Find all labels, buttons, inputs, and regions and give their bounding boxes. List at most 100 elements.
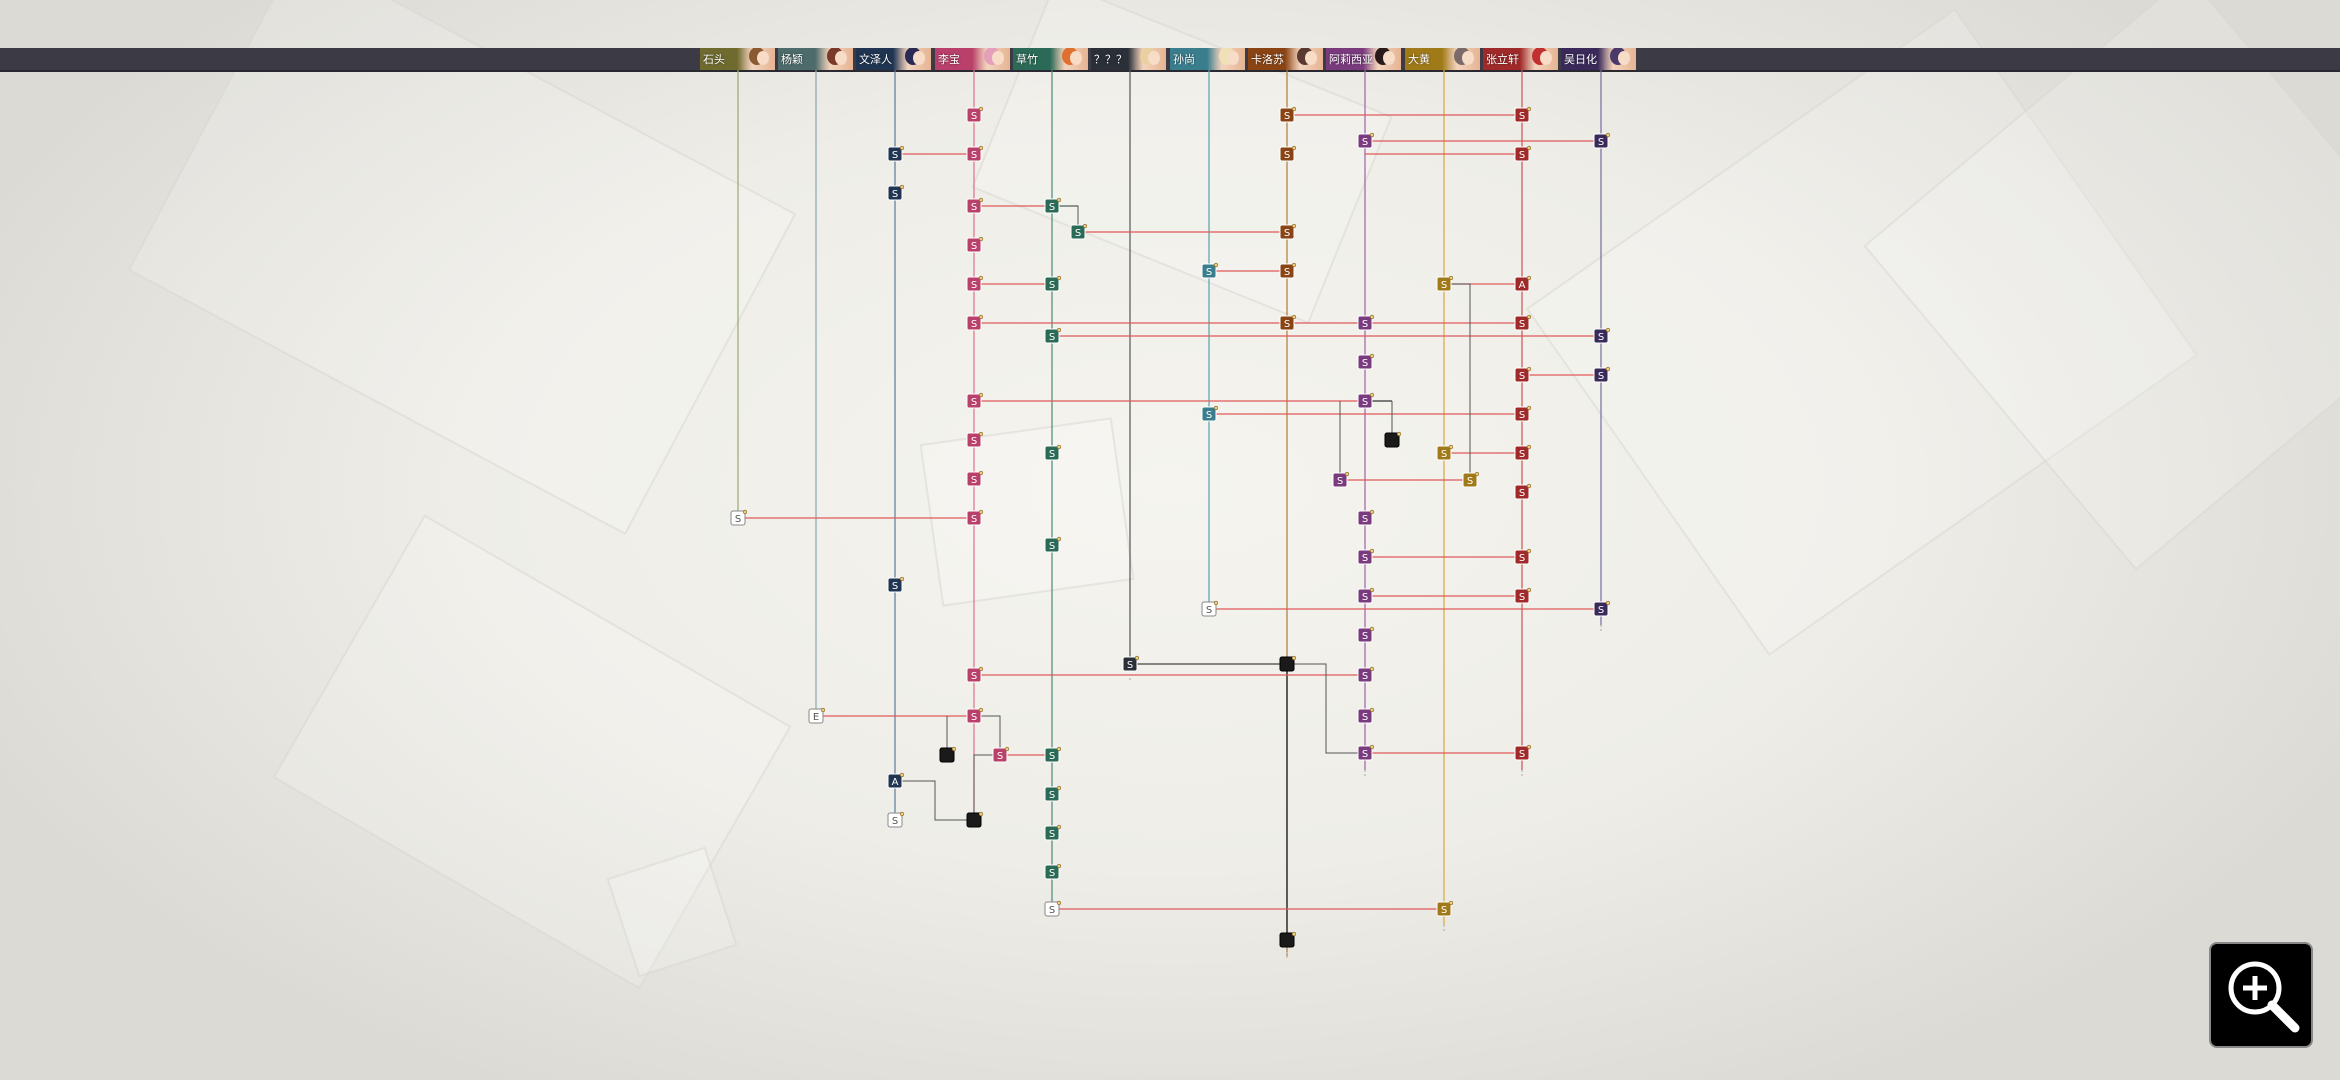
node-label: S: [1206, 410, 1212, 421]
node-label: S: [971, 241, 977, 252]
character-tab-6[interactable]: ？？？: [1091, 48, 1166, 70]
story-node: [1279, 932, 1295, 948]
story-node: [1044, 537, 1060, 553]
node-marker: [1213, 405, 1219, 411]
story-node: [966, 432, 982, 448]
story-node: [966, 107, 982, 123]
node-marker: [1369, 353, 1375, 359]
character-name: 李宝: [938, 53, 960, 66]
node-marker: [1369, 587, 1375, 593]
story-node: [1514, 146, 1530, 162]
node-marker: [978, 197, 984, 203]
node-marker: [978, 106, 984, 112]
node-label: S: [1049, 829, 1055, 840]
node-label: S: [1519, 553, 1525, 564]
zoom-in-icon: [2228, 961, 2300, 1033]
node-label: S: [997, 751, 1003, 762]
node-label: S: [971, 475, 977, 486]
node-marker: [1291, 145, 1297, 151]
story-node: [1357, 510, 1373, 526]
node-label: S: [971, 280, 977, 291]
node-marker: [1526, 405, 1532, 411]
node-marker: [820, 707, 826, 713]
story-node: [1593, 133, 1609, 149]
node-label: S: [1362, 397, 1368, 408]
node-label: S: [1519, 592, 1525, 603]
character-tab-1[interactable]: 石头: [700, 48, 775, 70]
node-marker: [978, 431, 984, 437]
node-label: S: [1075, 228, 1081, 239]
character-tab-3[interactable]: 文泽人: [856, 48, 931, 70]
character-portrait: [972, 48, 1010, 70]
node-marker: [1526, 587, 1532, 593]
node-marker: [978, 236, 984, 242]
node-label: S: [1049, 790, 1055, 801]
node-label: S: [1598, 371, 1604, 382]
character-tab-5[interactable]: 草竹: [1013, 48, 1088, 70]
story-node: [1384, 432, 1400, 448]
character-tab-8[interactable]: 卡洛苏: [1248, 48, 1323, 70]
story-node: [887, 185, 903, 201]
node-label: A: [892, 777, 899, 788]
story-node: [1279, 315, 1295, 331]
node-marker: [1526, 106, 1532, 112]
character-tab-10[interactable]: 大黄: [1405, 48, 1480, 70]
node-marker: [1056, 197, 1062, 203]
story-node: [1201, 406, 1217, 422]
node-marker: [978, 509, 984, 515]
node-marker: [1369, 744, 1375, 750]
story-node: [887, 812, 903, 828]
node-label: S: [1362, 319, 1368, 330]
character-tab-4[interactable]: 李宝: [935, 48, 1010, 70]
node-marker: [1004, 746, 1010, 752]
node-marker: [1474, 471, 1480, 477]
node-marker: [1526, 744, 1532, 750]
story-node: [966, 198, 982, 214]
character-tab-7[interactable]: 孙尚: [1170, 48, 1245, 70]
story-node: [966, 471, 982, 487]
node-marker: [1213, 262, 1219, 268]
node-label: S: [1284, 111, 1290, 122]
story-link: [973, 754, 1000, 820]
story-node: [1514, 276, 1530, 292]
node-label: S: [1284, 228, 1290, 239]
node-label: S: [1441, 449, 1447, 460]
node-label: S: [1519, 749, 1525, 760]
node-label: E: [813, 712, 819, 723]
node-marker: [1056, 275, 1062, 281]
node-marker: [1526, 366, 1532, 372]
story-node: [1436, 276, 1452, 292]
node-label: S: [1127, 660, 1133, 671]
node-marker: [1526, 548, 1532, 554]
character-tab-11[interactable]: 张立轩: [1483, 48, 1558, 70]
node-label: S: [1519, 150, 1525, 161]
story-node: [1357, 745, 1373, 761]
story-node: [1044, 445, 1060, 461]
node-marker: [1291, 931, 1297, 937]
character-tab-9[interactable]: 阿莉西亚: [1326, 48, 1401, 70]
story-node: [1070, 224, 1086, 240]
node-marker: [1056, 785, 1062, 791]
node-marker: [1291, 262, 1297, 268]
node-marker: [1369, 314, 1375, 320]
node-marker: [978, 392, 984, 398]
story-node: [966, 276, 982, 292]
character-name: 文泽人: [859, 53, 892, 66]
node-label: S: [971, 436, 977, 447]
story-node: [1436, 445, 1452, 461]
node-marker: [1369, 548, 1375, 554]
story-node: [1044, 747, 1060, 763]
story-node: [1436, 901, 1452, 917]
node-marker: [978, 275, 984, 281]
node-label: S: [1467, 476, 1473, 487]
character-tab-12[interactable]: 吴日化: [1561, 48, 1636, 70]
character-tab-2[interactable]: 杨颖: [778, 48, 853, 70]
node-marker: [978, 707, 984, 713]
story-node: [1201, 263, 1217, 279]
story-node: [1357, 667, 1373, 683]
character-name: ？？？: [1094, 53, 1127, 66]
node-label: S: [1206, 267, 1212, 278]
node-label: S: [971, 514, 977, 525]
zoom-in-button[interactable]: [2209, 942, 2313, 1048]
node-marker: [1291, 314, 1297, 320]
